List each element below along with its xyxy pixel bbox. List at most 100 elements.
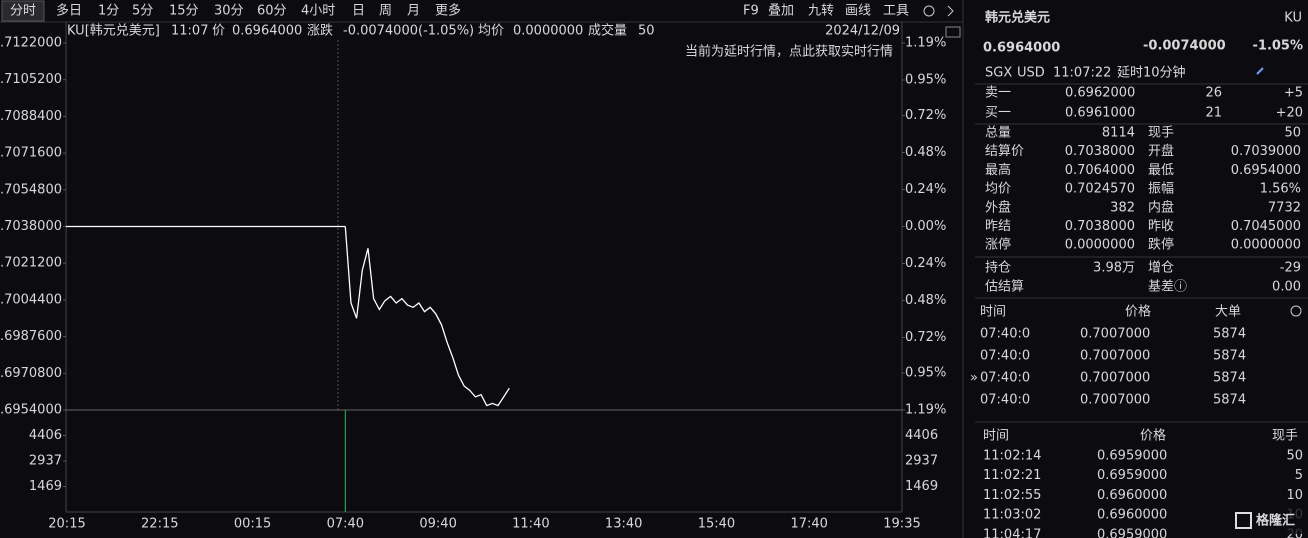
book-qty: 26: [1205, 86, 1222, 101]
settings-icon[interactable]: [923, 5, 935, 17]
book-price: 0.6961000: [1065, 106, 1135, 121]
tool[interactable]: 画线: [845, 4, 871, 19]
trade-price: 0.6959000: [1097, 527, 1167, 538]
info-price: 0.6964000: [232, 24, 302, 39]
quote-code: KU: [1284, 11, 1302, 26]
y-tick-label: 0.7054800: [0, 182, 62, 197]
stat-value: 0.7038000: [1065, 219, 1135, 234]
x-tick-label: 20:15: [48, 517, 85, 532]
tab[interactable]: 更多: [435, 3, 461, 19]
y-tick-label: 0.6987600: [0, 329, 62, 344]
trade-qty: 10: [1286, 488, 1303, 503]
stat-value: 7732: [1268, 200, 1301, 215]
exchange: SGX: [985, 66, 1012, 81]
trade-price: 0.7007000: [1080, 327, 1150, 342]
tab[interactable]: 30分: [214, 4, 244, 19]
stat-value: 3.98万: [1093, 261, 1135, 276]
stat-label: 昨结: [985, 219, 1011, 234]
tab[interactable]: 4小时: [301, 4, 335, 19]
trade-price: 0.6960000: [1097, 508, 1167, 523]
x-tick-label: 07:40: [327, 517, 364, 532]
y2-tick-label: 0.24%: [905, 256, 946, 271]
info-avg: 0.0000000: [513, 24, 583, 39]
stat-label: 现手: [1148, 126, 1174, 141]
wp-icon[interactable]: [945, 26, 961, 38]
tool[interactable]: F9: [743, 4, 759, 19]
trade-time: 11:02:14: [983, 449, 1041, 464]
tab[interactable]: 5分: [132, 4, 153, 19]
tab[interactable]: 月: [407, 4, 420, 19]
stat-value: 0.6954000: [1231, 163, 1301, 178]
tab[interactable]: 分时: [10, 4, 36, 19]
tab[interactable]: 日: [352, 4, 365, 19]
trade-qty: 5874: [1213, 371, 1246, 386]
y2-tick-label: 0.95%: [905, 365, 946, 380]
vol-tick-label: 2937: [905, 454, 938, 469]
book-label: 买一: [985, 106, 1011, 121]
tab[interactable]: 1分: [98, 4, 119, 19]
x-tick-label: 22:15: [141, 517, 178, 532]
tool[interactable]: 叠加: [768, 4, 794, 19]
tool[interactable]: 九转: [808, 4, 834, 19]
x-tick-label: 11:40: [512, 517, 549, 532]
quote-name: 韩元兑美元: [985, 10, 1050, 26]
tab[interactable]: 周: [379, 4, 392, 19]
book-price: 0.6962000: [1065, 86, 1135, 101]
watermark-logo: [1235, 512, 1252, 529]
trade-time: 11:03:02: [983, 508, 1041, 523]
x-tick-label: 00:15: [234, 517, 271, 532]
stat-value: 0.7039000: [1231, 144, 1301, 159]
trade-price: 0.7007000: [1080, 371, 1150, 386]
trade-qty: 50: [1286, 449, 1303, 464]
trade-time: 07:40:0: [980, 393, 1030, 408]
book-delta: +5: [1284, 86, 1303, 101]
stat-label: 内盘: [1148, 199, 1174, 215]
stat-label: 基差ⓘ: [1148, 280, 1187, 295]
book-qty: 21: [1205, 106, 1222, 121]
stat-value: 50: [1284, 126, 1301, 141]
y2-tick-label: 0.24%: [905, 182, 946, 197]
y2-tick-label: 0.72%: [905, 330, 946, 345]
quote-time: 11:07:22: [1053, 66, 1111, 81]
tab[interactable]: 60分: [257, 4, 287, 19]
trade-header: 价格: [1140, 428, 1166, 444]
vol-tick-label: 1469: [29, 479, 62, 494]
settings-icon[interactable]: [1290, 305, 1302, 317]
stat-value: 0.7045000: [1231, 219, 1301, 234]
stat-label: 估结算: [985, 280, 1024, 295]
info-avg-label: 均价: [478, 24, 504, 39]
trade-time: 07:40:0: [980, 349, 1030, 364]
volume-bar: [344, 410, 346, 512]
next-icon[interactable]: [947, 5, 954, 17]
stat-value: -29: [1280, 261, 1301, 276]
stat-label: 振幅: [1148, 182, 1174, 197]
trade-qty: 5874: [1213, 393, 1246, 408]
tool[interactable]: 工具: [883, 4, 909, 19]
info-time: 11:07: [171, 24, 208, 39]
trade-qty: 5874: [1213, 327, 1246, 342]
x-tick-label: 09:40: [419, 517, 456, 532]
vol-tick-label: 1469: [905, 479, 938, 494]
stat-label: 最低: [1148, 163, 1174, 178]
delay-notice[interactable]: 当前为延时行情，点此获取实时行情: [685, 44, 893, 60]
trade-price: 0.6959000: [1097, 468, 1167, 483]
collapse-icon[interactable]: »: [970, 371, 978, 386]
stat-value: 382: [1110, 200, 1135, 215]
tab[interactable]: 多日: [56, 3, 82, 19]
tab[interactable]: 15分: [169, 4, 199, 19]
book-delta: +20: [1276, 106, 1303, 121]
x-tick-label: 17:40: [790, 517, 827, 532]
trade-time: 11:02:21: [983, 468, 1041, 483]
info-change: -0.0074000(-1.05%): [343, 24, 474, 39]
watermark: 格隆汇: [1256, 513, 1295, 529]
y-tick-label: 0.7122000: [0, 36, 62, 51]
edit-icon[interactable]: [1256, 67, 1264, 75]
trade-header: 价格: [1125, 304, 1151, 320]
stat-label: 昨收: [1148, 219, 1174, 234]
tab-selected: [1, 0, 45, 22]
stat-value: 0.7038000: [1065, 144, 1135, 159]
y2-tick-label: 0.00%: [905, 219, 946, 234]
stat-value: 0.7024570: [1065, 182, 1135, 197]
y-tick-label: 0.6970800: [0, 366, 62, 381]
